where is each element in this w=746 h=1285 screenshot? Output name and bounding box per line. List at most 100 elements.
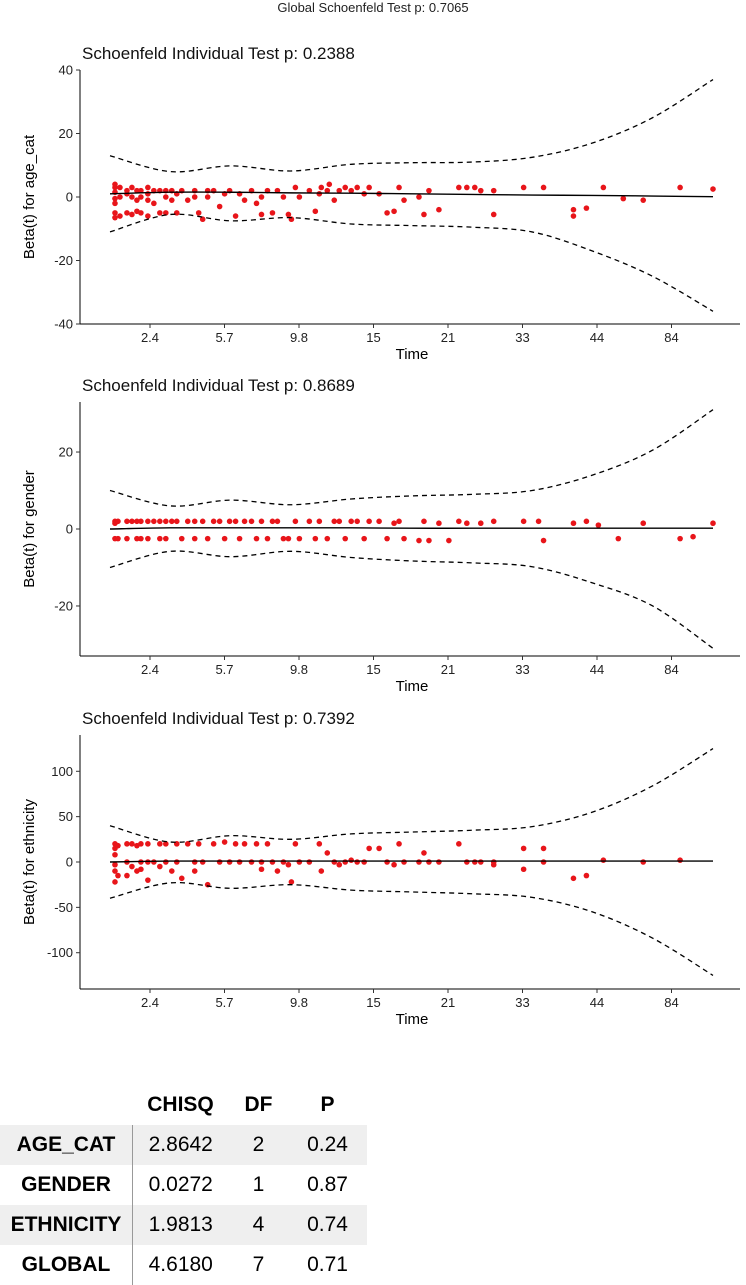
data-point (258, 866, 265, 873)
data-point (490, 211, 497, 218)
data-point (324, 850, 331, 856)
cell-chisq: 1.9813 (132, 1205, 229, 1245)
data-point (331, 197, 338, 203)
data-point (477, 187, 484, 194)
data-point (226, 859, 233, 865)
data-point (258, 211, 265, 218)
data-point (490, 859, 497, 865)
data-point (191, 518, 198, 525)
x-tick-label: 44 (590, 330, 604, 345)
data-point (138, 518, 144, 525)
x-tick-label: 5.7 (215, 330, 233, 345)
data-point (361, 859, 367, 865)
data-point (115, 518, 121, 525)
data-point (600, 857, 607, 863)
cell-chisq: 4.6180 (148, 1253, 213, 1276)
x-tick-label: 44 (590, 662, 604, 677)
data-point (264, 535, 271, 542)
data-point (115, 535, 121, 542)
data-point (540, 537, 547, 544)
data-point (640, 197, 647, 203)
data-point (583, 518, 590, 525)
data-point (138, 841, 144, 847)
header-p: P (320, 1093, 335, 1116)
data-point (296, 194, 303, 200)
x-tick-label: 33 (515, 662, 529, 677)
x-tick-label: 5.7 (215, 662, 233, 677)
upper-band-line (109, 78, 714, 173)
data-point (520, 518, 527, 525)
lower-band-line (109, 550, 714, 649)
data-point (274, 518, 281, 525)
row-label: AGE_CAT (0, 1125, 133, 1165)
data-point (324, 535, 331, 542)
x-tick-label: 84 (664, 662, 678, 677)
x-axis-title: Time (396, 1011, 429, 1028)
data-point (199, 859, 206, 865)
cell-chisq: 0.0272 (148, 1173, 213, 1196)
data-point (376, 518, 382, 525)
data-point (366, 845, 372, 852)
x-tick-label: 84 (664, 330, 678, 345)
data-point (285, 861, 292, 868)
data-point (253, 535, 260, 542)
plot-age-cat: -40 -20 0 20 40 2.4 5.7 9.8 15 21 33 44 84 Time Beta(t… (21, 63, 740, 363)
data-point (312, 535, 319, 542)
x-tick-label: 9.8 (290, 662, 308, 677)
data-point (426, 537, 432, 544)
data-point (570, 206, 577, 213)
data-point (195, 841, 202, 847)
data-point (326, 181, 333, 188)
data-point (191, 859, 198, 865)
data-point (115, 872, 121, 879)
data-point (163, 194, 169, 200)
data-point (401, 535, 407, 542)
data-point (199, 216, 206, 223)
header-chisq: CHISQ (147, 1093, 214, 1116)
cell-p: 0.24 (288, 1125, 367, 1165)
table-row: GENDER 0.0272 1 0.87 (0, 1165, 367, 1205)
data-point (124, 841, 130, 847)
data-point (421, 518, 427, 525)
header-empty (0, 1085, 133, 1125)
data-point (199, 518, 206, 525)
data-point (163, 841, 169, 847)
data-point (348, 187, 355, 194)
data-point (151, 518, 157, 525)
cell-df: 7 (252, 1253, 265, 1276)
data-point (157, 535, 163, 542)
data-point (384, 859, 390, 865)
data-point (426, 187, 432, 194)
data-point (129, 184, 135, 191)
data-point (157, 863, 163, 870)
data-point (163, 859, 169, 865)
data-point (236, 859, 243, 865)
data-point (391, 861, 397, 868)
data-point (191, 194, 198, 200)
data-point (274, 868, 281, 874)
table-row: GLOBAL 4.6180 7 0.71 (0, 1245, 367, 1285)
x-tick-label: 33 (515, 330, 529, 345)
y-tick-label: 0 (66, 522, 73, 537)
data-point (134, 535, 140, 542)
data-point (396, 841, 402, 847)
cell-p: 0.74 (288, 1205, 367, 1245)
data-point (306, 859, 313, 865)
data-point (280, 194, 287, 200)
global-test-title: Global Schoenfeld Test p: 0.7065 (277, 0, 469, 15)
data-point (248, 859, 255, 865)
data-point (436, 520, 442, 527)
data-point (296, 859, 303, 865)
data-point (471, 184, 478, 191)
data-point (710, 520, 716, 527)
cell-chisq: 2.8642 (132, 1125, 229, 1165)
data-point (241, 841, 248, 847)
data-point (640, 520, 647, 527)
data-point (391, 208, 397, 215)
table-header-row: CHISQ DF P (0, 1085, 367, 1125)
data-point (342, 535, 349, 542)
data-point (112, 861, 118, 868)
data-point (138, 866, 144, 873)
data-point (361, 535, 367, 542)
row-label: GENDER (0, 1165, 133, 1205)
